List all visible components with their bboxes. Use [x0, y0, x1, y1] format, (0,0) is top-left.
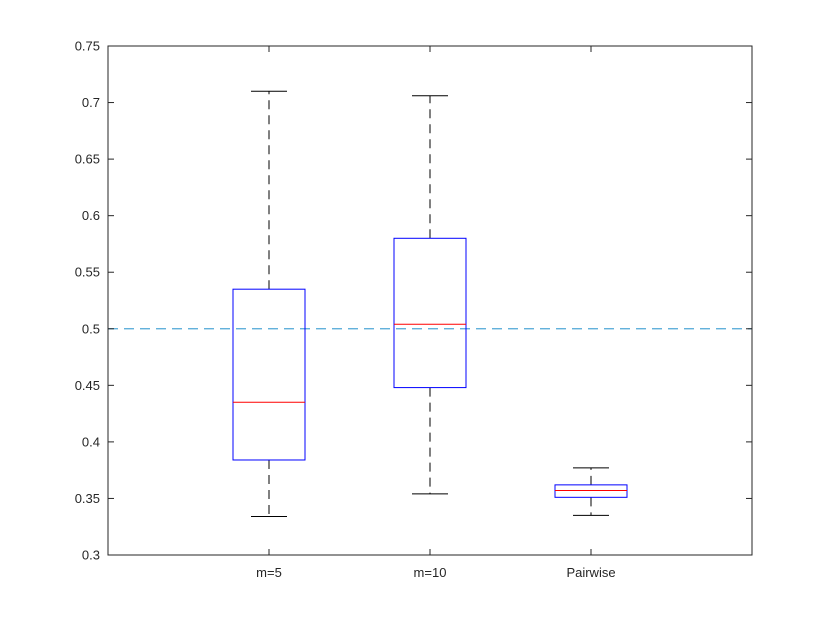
y-tick-label: 0.55 [75, 265, 100, 280]
y-axis: 0.3 0.35 0.4 0.45 0.5 0.55 0.6 0.65 0.7 0.75 [75, 39, 752, 563]
box-group [393, 95, 467, 495]
y-tick-label: 0.6 [82, 208, 100, 223]
y-tick-label: 0.75 [75, 39, 100, 54]
y-tick-label: 0.45 [75, 378, 100, 393]
y-tick-label: 0.35 [75, 491, 100, 506]
box-group [554, 467, 628, 516]
y-tick-label: 0.3 [82, 548, 100, 563]
y-tick-label: 0.4 [82, 434, 100, 449]
boxes-layer [232, 90, 628, 518]
x-axis: m=5 m=10 Pairwise [256, 46, 616, 580]
x-tick-label: m=10 [414, 565, 447, 580]
box-iqr [232, 288, 306, 461]
x-tick-label: m=5 [256, 565, 282, 580]
box-iqr [393, 237, 467, 389]
box-iqr [554, 484, 628, 498]
y-tick-label: 0.7 [82, 95, 100, 110]
y-tick-label: 0.65 [75, 152, 100, 167]
box-group [232, 90, 306, 518]
x-tick-label: Pairwise [566, 565, 615, 580]
y-tick-label: 0.5 [82, 321, 100, 336]
